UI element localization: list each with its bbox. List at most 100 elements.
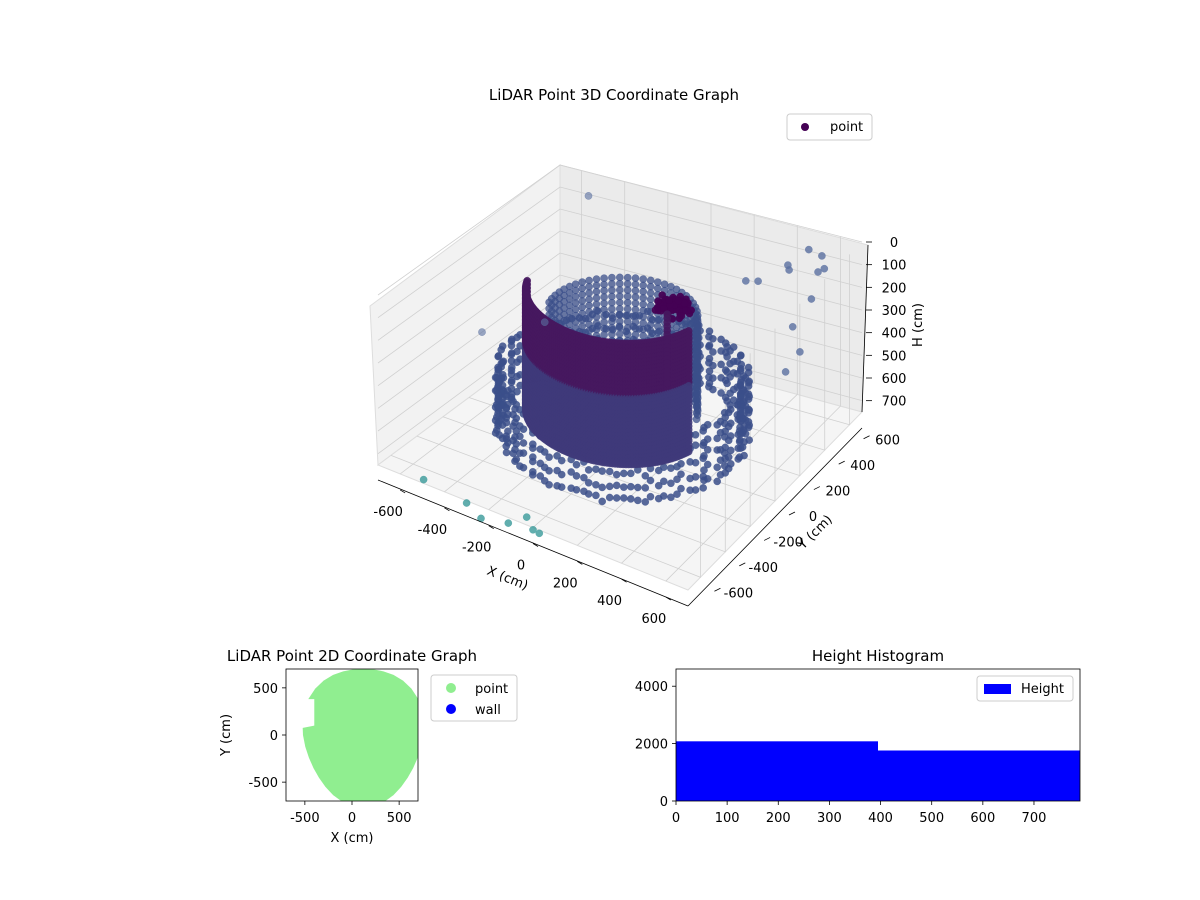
point-marker xyxy=(717,347,725,355)
point-marker xyxy=(516,432,524,441)
point-marker xyxy=(584,192,593,200)
point-marker xyxy=(557,456,566,465)
point-marker xyxy=(684,447,693,456)
histogram-bar xyxy=(676,741,878,801)
point-marker xyxy=(736,351,745,360)
chart-2d-xlabel: X (cm) xyxy=(331,831,374,846)
point-marker xyxy=(721,393,730,402)
point-marker xyxy=(567,468,576,476)
x-tick-label: 0 xyxy=(672,811,680,826)
point-marker xyxy=(619,483,628,492)
point-marker xyxy=(724,436,733,445)
point-marker xyxy=(788,322,797,331)
legend-2d-point-label: point xyxy=(475,682,508,697)
point-marker xyxy=(646,476,655,485)
point-marker xyxy=(717,389,725,397)
y-tick-label: -500 xyxy=(248,776,278,791)
point-marker xyxy=(804,245,813,254)
point-marker xyxy=(729,369,738,377)
point-marker xyxy=(626,495,635,503)
point-marker xyxy=(519,425,528,434)
z-tick-label: 700 xyxy=(882,395,907,410)
point-marker xyxy=(673,475,681,484)
point-marker xyxy=(818,252,826,260)
point-marker xyxy=(584,490,593,498)
point-marker xyxy=(572,460,581,469)
grid-line-x xyxy=(621,225,798,564)
point-marker xyxy=(700,466,708,474)
point-marker xyxy=(619,494,628,502)
legend-2d: point wall xyxy=(430,674,518,722)
point-marker xyxy=(572,472,581,480)
point-marker xyxy=(784,261,792,269)
x-tick-label: -500 xyxy=(290,811,320,826)
point-marker xyxy=(598,483,607,492)
point-marker xyxy=(612,470,621,479)
point-marker xyxy=(729,396,738,404)
point-marker xyxy=(745,436,754,444)
point-marker xyxy=(705,327,714,336)
point-marker xyxy=(651,306,660,314)
grid-line-z xyxy=(377,208,863,341)
point-marker xyxy=(677,312,686,320)
point-marker xyxy=(528,457,537,466)
point-marker xyxy=(598,467,607,475)
point-marker xyxy=(619,469,628,478)
x-tick-label: 500 xyxy=(387,811,412,826)
legend-point-label: point xyxy=(830,120,863,135)
point-marker xyxy=(677,470,685,479)
x-tick-label: -600 xyxy=(373,505,403,520)
point-marker xyxy=(528,444,537,453)
point-marker xyxy=(654,297,662,305)
point-marker xyxy=(584,478,593,487)
legend-2d-wall-marker xyxy=(446,704,456,714)
legend-3d: point xyxy=(786,113,873,141)
point-marker xyxy=(612,494,621,502)
point-marker xyxy=(507,356,516,365)
point-marker xyxy=(699,484,708,492)
y-tick-label: -600 xyxy=(724,586,754,601)
y-tick-label: 0 xyxy=(270,729,278,744)
point-marker xyxy=(807,295,816,303)
point-marker xyxy=(659,477,668,486)
point-marker xyxy=(705,367,714,376)
point-marker xyxy=(721,443,730,452)
points-3d xyxy=(419,192,829,538)
z-axis-label: H (cm) xyxy=(911,303,926,347)
point-marker xyxy=(502,404,511,413)
z-tick-label: 600 xyxy=(882,372,907,387)
point-marker xyxy=(736,409,745,418)
point-marker xyxy=(545,480,553,489)
point-marker xyxy=(744,363,753,372)
point-marker xyxy=(536,472,545,480)
point-marker xyxy=(721,366,730,374)
point-marker xyxy=(545,453,553,462)
point-marker xyxy=(729,357,738,366)
point-marker xyxy=(703,435,712,443)
x-tick-label: 400 xyxy=(597,594,622,609)
y-tick-label: 600 xyxy=(875,434,900,449)
point-marker xyxy=(724,422,733,431)
point-marker xyxy=(796,348,804,356)
point-marker xyxy=(633,496,642,505)
point-marker xyxy=(736,402,745,411)
legend-2d-wall-label: wall xyxy=(475,703,501,718)
legend-hist: Height xyxy=(976,675,1074,702)
point-marker xyxy=(677,459,685,468)
point-marker xyxy=(491,386,500,395)
point-marker xyxy=(705,354,714,363)
z-tick-label: 100 xyxy=(882,259,907,274)
point-marker xyxy=(691,430,700,439)
point-marker xyxy=(717,360,725,369)
point-marker xyxy=(502,392,511,401)
point-marker xyxy=(478,328,486,336)
y-tick-label: 0 xyxy=(660,795,668,810)
point-marker xyxy=(736,364,745,373)
point-marker xyxy=(674,297,683,305)
point-marker xyxy=(663,379,672,388)
point-marker xyxy=(612,481,621,490)
point-marker xyxy=(502,418,511,427)
point-marker xyxy=(511,457,519,466)
point-marker xyxy=(736,378,745,387)
